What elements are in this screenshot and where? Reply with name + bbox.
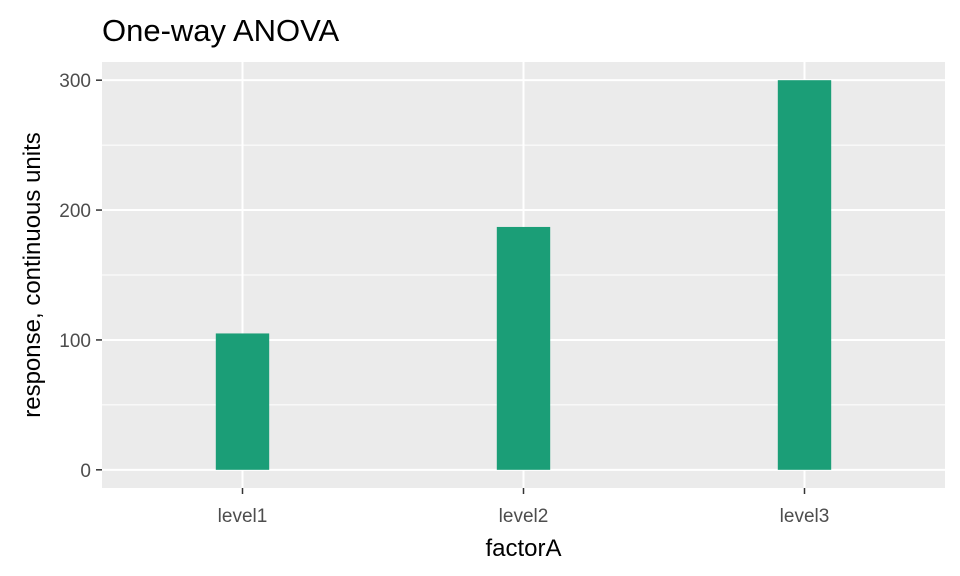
x-tick-label: level1 bbox=[218, 506, 268, 527]
x-axis-title: factorA bbox=[485, 535, 561, 562]
y-tick-label: 0 bbox=[80, 461, 91, 482]
y-tick-label: 100 bbox=[59, 331, 91, 352]
x-tick-label: level2 bbox=[499, 506, 549, 527]
x-tick-label: level3 bbox=[780, 506, 830, 527]
x-axis: level1 level2 level3 bbox=[218, 488, 830, 527]
bar-level1 bbox=[215, 333, 270, 470]
y-axis: 0 100 200 300 bbox=[59, 71, 102, 482]
bar-level3 bbox=[777, 80, 832, 470]
y-tick-label: 300 bbox=[59, 71, 91, 92]
y-axis-title: response, continuous units bbox=[19, 132, 46, 418]
bar-level2 bbox=[496, 226, 551, 470]
bars bbox=[215, 80, 832, 470]
chart-title: One-way ANOVA bbox=[102, 13, 340, 48]
y-tick-label: 200 bbox=[59, 201, 91, 222]
